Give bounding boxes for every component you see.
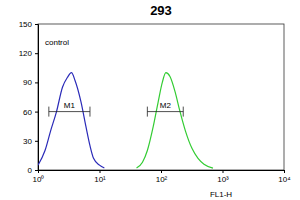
x-axis-line (39, 171, 285, 174)
y-tick: 120 (19, 49, 38, 58)
x-tick-mark (223, 170, 224, 173)
histogram-line (137, 73, 213, 168)
y-tick-label: 150 (19, 20, 33, 29)
y-tick-mark (35, 170, 38, 171)
gate-label: M2 (160, 101, 172, 110)
gate-end (183, 107, 184, 117)
x-tick-label: 10¹ (94, 175, 106, 184)
y-tick-mark (35, 53, 38, 54)
x-axis: 10⁰ 10¹ 10² 10³ 10⁴ (33, 170, 292, 184)
histogram-line (38, 73, 104, 168)
gate-end (147, 107, 148, 117)
y-tick: 60 (23, 108, 38, 117)
gate-line (147, 111, 183, 112)
y-tick: 150 (19, 20, 38, 29)
title: 293 (150, 3, 172, 18)
x-tick: 10³ (217, 170, 229, 184)
x-tick-mark (284, 170, 285, 173)
annotation: control (45, 38, 69, 47)
x-tick-label: 10³ (217, 175, 229, 184)
y-tick-mark (35, 112, 38, 113)
y-tick-mark (35, 141, 38, 142)
y-tick: 90 (23, 78, 38, 87)
y-tick-mark (35, 24, 38, 25)
x-tick: 10⁰ (33, 170, 45, 184)
y-axis-line (35, 25, 39, 171)
plot-area (38, 73, 213, 168)
x-tick: 10¹ (94, 170, 106, 184)
x-tick-label: 10⁴ (278, 175, 291, 184)
x-tick-mark (161, 170, 162, 173)
gate-end (48, 107, 49, 117)
y-tick-label: 0 (28, 166, 33, 175)
x-axis-title: FL1-H (210, 190, 232, 199)
plot-frame (38, 24, 284, 170)
x-tick-label: 10² (156, 175, 168, 184)
x-tick: 10² (156, 170, 168, 184)
x-tick: 10⁴ (278, 170, 291, 184)
chart: 293 10⁰ 10¹ 10² 10³ 10⁴ 0 30 60 90 120 150 FL1-H M1 M2… (0, 0, 300, 200)
y-tick-mark (35, 82, 38, 83)
y-tick-label: 60 (23, 108, 32, 117)
y-tick-label: 30 (23, 137, 32, 146)
y-tick: 0 (28, 166, 38, 175)
y-tick-label: 90 (23, 78, 32, 87)
x-tick-label: 10⁰ (33, 175, 45, 184)
gate-label: M1 (64, 101, 76, 110)
x-tick-mark (100, 170, 101, 173)
gate-end (89, 107, 90, 117)
y-tick-label: 120 (19, 49, 33, 58)
y-tick: 30 (23, 137, 38, 146)
gate-line (49, 111, 90, 112)
y-axis: 0 30 60 90 120 150 (19, 20, 39, 175)
